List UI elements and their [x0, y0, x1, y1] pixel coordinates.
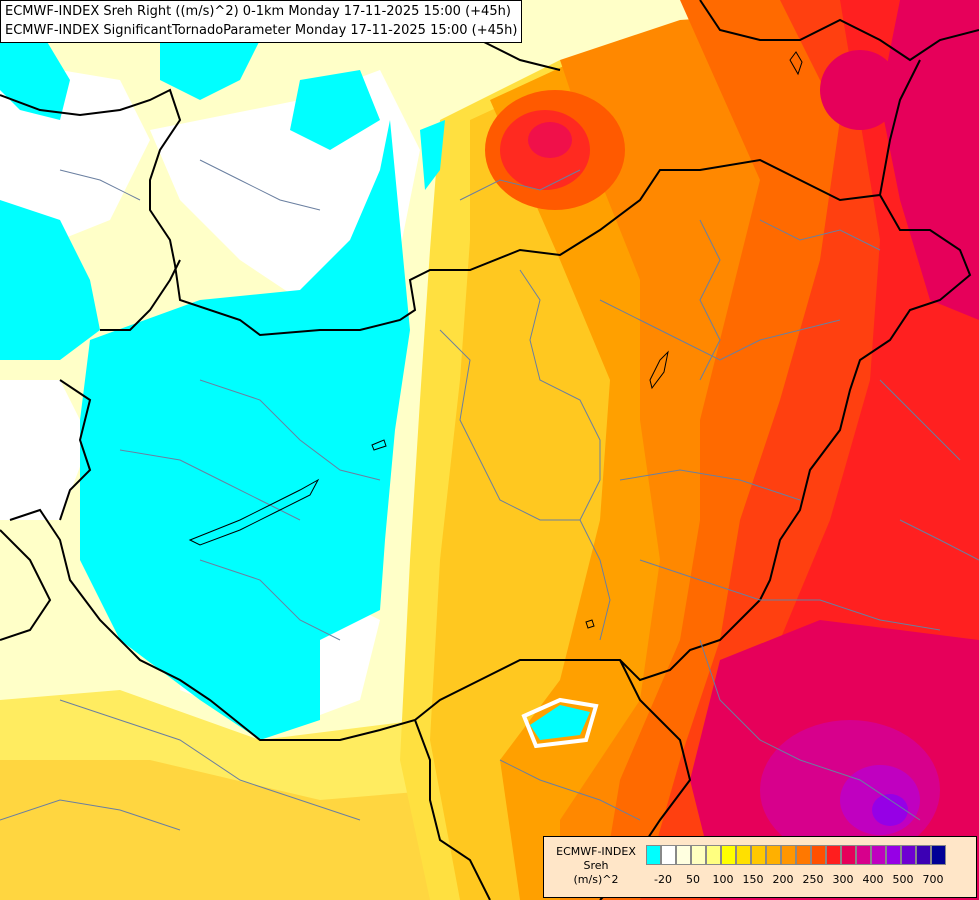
color-legend: ECMWF-INDEX Sreh (m/s)^2 -20 50 100 150 200 2… [543, 836, 977, 898]
legend-swatch [661, 845, 676, 865]
legend-swatch [751, 845, 766, 865]
legend-swatch [931, 845, 946, 865]
legend-tick-label: 700 [922, 873, 944, 886]
legend-tick-label: 200 [772, 873, 794, 886]
legend-swatch [691, 845, 706, 865]
legend-tick-label: 250 [802, 873, 824, 886]
field-cyan-north [160, 40, 260, 100]
legend-swatch [781, 845, 796, 865]
legend-tick-label: 50 [686, 873, 700, 886]
field-cyan-northwest [0, 30, 70, 120]
legend-caption-variable: Sreh [583, 859, 609, 872]
legend-swatch [736, 845, 751, 865]
legend-swatch [886, 845, 901, 865]
legend-tick-label: 400 [862, 873, 884, 886]
regional-borders [0, 159, 979, 831]
legend-tick-label: 500 [892, 873, 914, 886]
legend-swatch [721, 845, 736, 865]
legend-swatch [901, 845, 916, 865]
title-line-1: ECMWF-INDEX Sreh Right ((m/s)^2) 0-1km M… [5, 4, 511, 19]
field-crimson-northeast [880, 0, 979, 320]
legend-caption: ECMWF-INDEX Sreh (m/s)^2 [550, 845, 642, 887]
legend-swatch [706, 845, 721, 865]
field-cyan-south-spot [530, 705, 590, 740]
map-title-box: ECMWF-INDEX Sreh Right ((m/s)^2) 0-1km M… [0, 0, 523, 43]
legend-swatch [646, 845, 661, 865]
legend-swatch [916, 845, 931, 865]
legend-tick-label: 150 [742, 873, 764, 886]
legend-swatch [841, 845, 856, 865]
legend-swatch [766, 845, 781, 865]
legend-caption-unit: (m/s)^2 [573, 873, 619, 886]
legend-tick-label: -20 [654, 873, 672, 886]
legend-tick-label: 300 [832, 873, 854, 886]
legend-caption-model: ECMWF-INDEX [556, 845, 636, 858]
title-line-2: ECMWF-INDEX SignificantTornadoParameter … [5, 23, 518, 38]
legend-ticks: -20 50 100 150 200 250 300 400 500 700 [646, 873, 971, 889]
field-cyan-center [80, 120, 410, 740]
legend-swatch [811, 845, 826, 865]
legend-tick-label: 100 [712, 873, 734, 886]
legend-swatch [871, 845, 886, 865]
legend-swatch [676, 845, 691, 865]
legend-swatch [796, 845, 811, 865]
legend-swatch [856, 845, 871, 865]
legend-swatches [646, 845, 946, 865]
legend-swatch [826, 845, 841, 865]
